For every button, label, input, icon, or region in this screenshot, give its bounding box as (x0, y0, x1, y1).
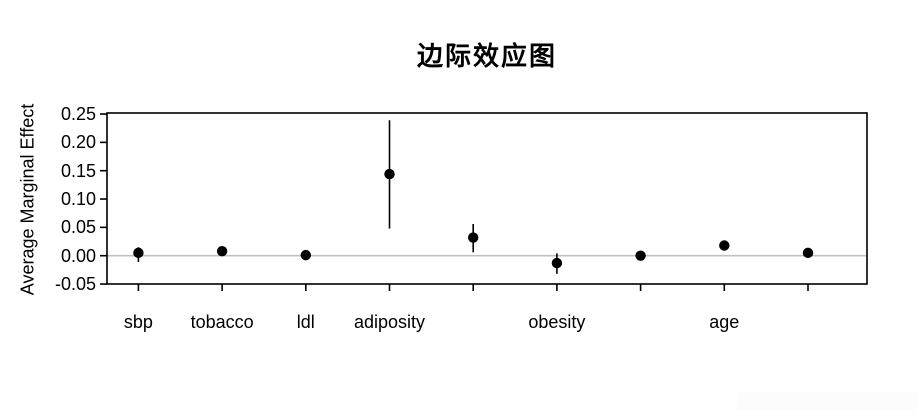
y-tick-label: 0.10 (60, 189, 96, 210)
data-point (133, 247, 144, 259)
x-tick-label: age (709, 312, 740, 332)
x-tick-label: obesity (528, 312, 586, 332)
x-tick-label: sbp (123, 312, 153, 332)
chart-title: 边际效应图 (416, 42, 557, 71)
y-tick-label: 0.00 (60, 245, 96, 266)
y-tick-label: 0.20 (60, 132, 96, 153)
faint-corner-box (737, 392, 917, 410)
data-point (635, 250, 646, 261)
x-tick-label: tobacco (190, 312, 254, 332)
plot-border (106, 112, 868, 285)
y-tick-label: 0.25 (60, 104, 96, 125)
data-point (216, 245, 228, 257)
x-tick-label: adiposity (353, 312, 426, 332)
data-point (300, 249, 311, 261)
data-point (802, 247, 814, 259)
x-tick-label: ldl (296, 312, 315, 332)
y-tick-label: 0.05 (60, 217, 96, 238)
data-point (384, 168, 395, 180)
y-tick-label: -0.05 (54, 274, 96, 295)
data-point (719, 240, 730, 251)
y-tick-label: 0.15 (60, 160, 96, 181)
data-point (551, 257, 563, 269)
data-point (468, 232, 479, 243)
